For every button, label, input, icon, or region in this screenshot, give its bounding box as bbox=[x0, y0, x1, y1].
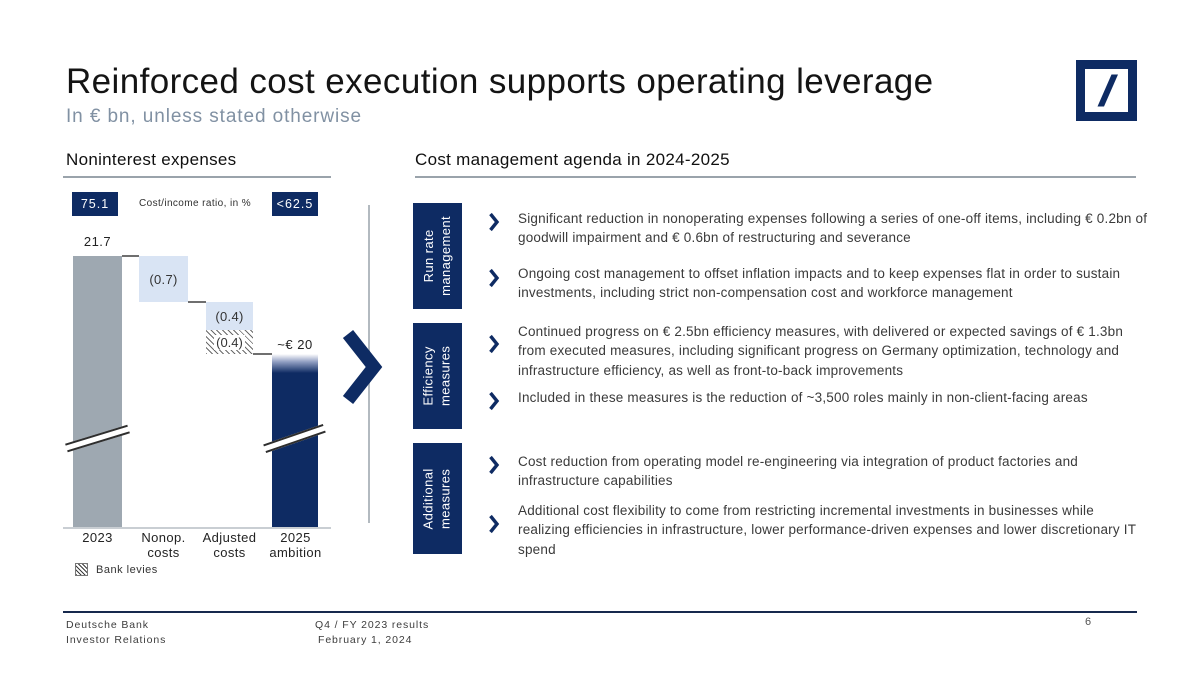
cir-start-badge: 75.1 bbox=[72, 192, 118, 216]
group-label-text: Efficiency measures bbox=[421, 346, 455, 406]
group-label-additional-measures: Additional measures bbox=[413, 443, 462, 554]
x-label-nonop-costs: Nonop. costs bbox=[141, 530, 186, 560]
connector-line bbox=[253, 353, 272, 355]
bullet-run-rate-1: Significant reduction in nonoperating ex… bbox=[518, 211, 1148, 246]
page-title: Reinforced cost execution supports opera… bbox=[66, 62, 934, 101]
bullet-chevron-icon bbox=[489, 212, 500, 232]
footer-rule bbox=[63, 611, 1137, 613]
bullet-additional-1: Cost reduction from operating model re-e… bbox=[518, 454, 1079, 489]
bullet-run-rate-2: Ongoing cost management to offset inflat… bbox=[518, 266, 1121, 301]
bar-nonop-costs: (0.7) bbox=[139, 256, 188, 302]
footer-company-line1: Deutsche Bank bbox=[66, 619, 149, 631]
bullet-efficiency-2: Included in these measures is the reduct… bbox=[518, 390, 1088, 405]
bar-2025-value: ~€ 20 bbox=[277, 337, 313, 352]
bullet-chevron-icon bbox=[489, 514, 500, 534]
bullet-chevron-icon bbox=[489, 455, 500, 475]
cir-end-badge: <62.5 bbox=[272, 192, 318, 216]
connector-line bbox=[188, 301, 206, 303]
x-label-adjusted-costs: Adjusted costs bbox=[202, 530, 257, 560]
left-section-title: Noninterest expenses bbox=[66, 150, 237, 169]
right-section-underline bbox=[415, 176, 1136, 178]
legend-label: Bank levies bbox=[96, 563, 158, 576]
deutsche-bank-logo-icon bbox=[1076, 60, 1137, 121]
bar-adjusted-value: (0.4) bbox=[215, 308, 244, 324]
connector-line bbox=[122, 255, 139, 257]
cir-label: Cost/income ratio, in % bbox=[138, 198, 252, 209]
page-number: 6 bbox=[1085, 616, 1092, 628]
bar-bank-levies-value: (0.4) bbox=[214, 334, 245, 350]
group-label-line: measures bbox=[437, 345, 453, 407]
bar-2023-value: 21.7 bbox=[83, 234, 112, 249]
footer-company-line2: Investor Relations bbox=[66, 634, 167, 646]
bullet-additional-2: Additional cost flexibility to come from… bbox=[518, 503, 1136, 557]
left-section-underline bbox=[63, 176, 331, 178]
bullet-efficiency-1: Continued progress on € 2.5bn efficiency… bbox=[518, 324, 1124, 378]
bullet-chevron-icon bbox=[489, 334, 500, 354]
bar-nonop-value: (0.7) bbox=[149, 271, 178, 287]
group-label-run-rate-management: Run rate management bbox=[413, 203, 462, 309]
x-label-2025-ambition: 2025 ambition bbox=[269, 530, 322, 560]
bar-bank-levies: (0.4) bbox=[206, 330, 253, 354]
group-label-text: Additional measures bbox=[421, 468, 455, 529]
chart-legend: Bank levies bbox=[75, 563, 158, 576]
footer-report-line1: Q4 / FY 2023 results bbox=[315, 619, 430, 631]
right-section-title: Cost management agenda in 2024-2025 bbox=[415, 150, 730, 169]
group-label-line: Efficiency bbox=[420, 346, 436, 406]
page-subtitle: In € bn, unless stated otherwise bbox=[66, 106, 363, 127]
bank-levies-hatch-icon bbox=[75, 563, 88, 576]
x-label-2023: 2023 bbox=[82, 530, 113, 545]
big-chevron-icon bbox=[342, 329, 383, 405]
group-label-line: measures bbox=[437, 468, 453, 529]
bullet-chevron-icon bbox=[489, 391, 500, 411]
footer-report-line2: February 1, 2024 bbox=[318, 634, 413, 646]
bullet-chevron-icon bbox=[489, 268, 500, 288]
bar-adjusted-costs: (0.4) bbox=[206, 302, 253, 330]
group-label-efficiency-measures: Efficiency measures bbox=[413, 323, 462, 429]
group-label-line: Additional bbox=[420, 467, 436, 530]
group-label-line: Run rate bbox=[420, 229, 436, 283]
bar-2023 bbox=[73, 256, 122, 527]
x-axis-line bbox=[63, 527, 331, 529]
group-label-text: Run rate management bbox=[421, 216, 455, 296]
group-label-line: management bbox=[437, 216, 453, 296]
